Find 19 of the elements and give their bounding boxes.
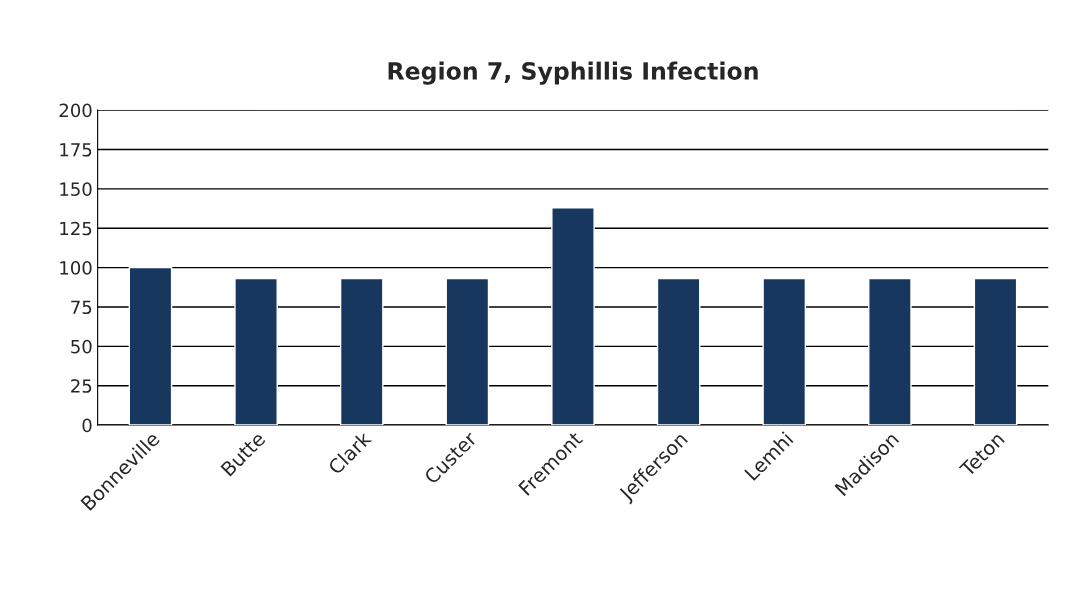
y-tick-label: 125: [60, 221, 92, 236]
chart-title: Region 7, Syphillis Infection: [388, 61, 758, 85]
y-tick-label: 50: [71, 339, 92, 354]
bar: [234, 277, 278, 426]
bar: [339, 277, 384, 426]
bar: [868, 277, 912, 426]
bar: [656, 277, 701, 426]
bar: [551, 207, 595, 426]
y-tick-label: 25: [71, 379, 92, 393]
bar: [445, 277, 490, 426]
y-tick-label: 100: [60, 261, 92, 275]
y-tick-label: 0: [82, 418, 92, 433]
bar: [762, 277, 807, 426]
y-tick-label: 150: [60, 182, 92, 196]
y-tick-label: 75: [71, 300, 92, 315]
bar: [973, 277, 1018, 426]
bar: [128, 266, 173, 426]
y-tick-label: 175: [60, 143, 92, 157]
y-tick-label: 200: [59, 103, 92, 118]
